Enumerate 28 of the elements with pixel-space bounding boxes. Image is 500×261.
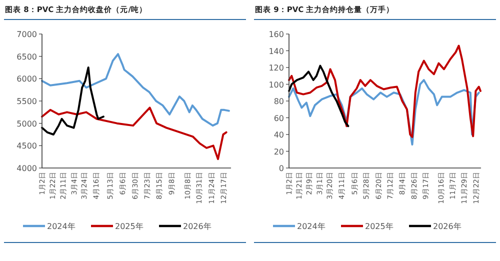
legend-label: 2024年 bbox=[297, 222, 326, 231]
y-tick-label: 120 bbox=[268, 64, 284, 72]
line-series bbox=[288, 79, 480, 146]
y-tick-label: 5000 bbox=[16, 119, 37, 128]
y-tick-label: 80 bbox=[274, 97, 284, 106]
y-tick-label: 160 bbox=[268, 30, 284, 39]
y-tick-label: 7000 bbox=[16, 30, 37, 39]
y-tick-label: 0 bbox=[278, 164, 284, 173]
line-series bbox=[41, 66, 104, 136]
y-tick-label: 40 bbox=[274, 130, 284, 140]
line-series bbox=[288, 64, 350, 128]
legend-label: 2025年 bbox=[365, 222, 394, 231]
y-tick-label: 140 bbox=[268, 46, 284, 56]
line-series bbox=[41, 53, 230, 127]
line-series bbox=[41, 106, 228, 160]
y-tick-label: 60 bbox=[274, 114, 284, 123]
line-series bbox=[288, 44, 482, 138]
y-tick-label: 100 bbox=[268, 80, 284, 90]
y-tick-label: 20 bbox=[274, 147, 284, 156]
y-tick-label: 4500 bbox=[16, 142, 37, 151]
legend-label: 2026年 bbox=[433, 222, 462, 231]
y-tick-label: 4000 bbox=[16, 164, 37, 173]
legend-label: 2026年 bbox=[183, 222, 212, 231]
legend-label: 2025年 bbox=[115, 222, 144, 231]
y-tick-label: 6500 bbox=[16, 52, 37, 62]
y-tick-label: 6000 bbox=[16, 74, 37, 84]
y-tick-label: 5500 bbox=[16, 97, 37, 106]
legend-label: 2024年 bbox=[47, 222, 76, 231]
